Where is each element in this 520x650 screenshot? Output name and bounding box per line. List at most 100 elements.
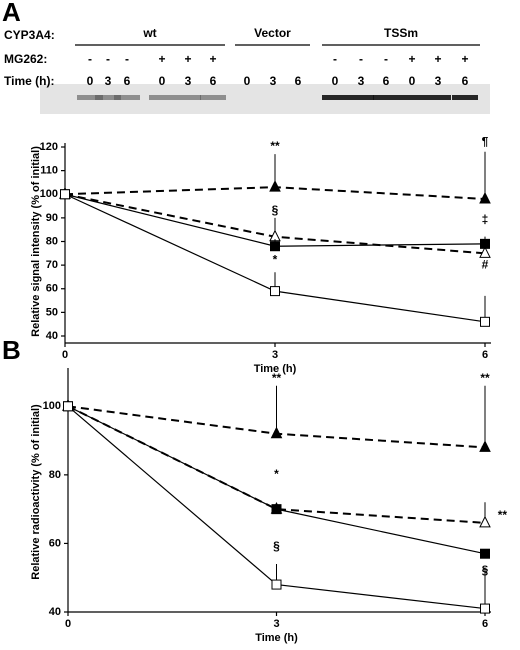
time-label: 6 (462, 74, 469, 88)
y-tick-label: 60 (46, 283, 58, 295)
time-label: 6 (210, 74, 217, 88)
x-tick-label: 0 (65, 618, 71, 630)
y-tick-label: 70 (46, 259, 58, 271)
time-label: 0 (87, 74, 94, 88)
annotation: ¶ (482, 134, 489, 148)
marker (480, 548, 490, 559)
time-label: 6 (124, 74, 131, 88)
x-axis-label: Time (h) (254, 363, 297, 375)
y-tick-label: 100 (40, 188, 58, 200)
y-axis-label: Relative signal intensity (% of initial) (30, 146, 42, 337)
marker (271, 504, 282, 515)
gel-group-label: Vector (254, 26, 291, 40)
gel-band (200, 95, 226, 100)
gel-band (399, 95, 425, 100)
time-label: 3 (435, 74, 442, 88)
mg262-sign: - (125, 52, 129, 66)
panel-label: B (2, 335, 21, 365)
mg262-sign: - (106, 52, 110, 66)
time-label: 3 (105, 74, 112, 88)
x-axis-label: Time (h) (255, 632, 298, 644)
gel-band (348, 95, 374, 100)
marker (60, 189, 70, 200)
gel-band (114, 95, 140, 100)
time-label: 3 (358, 74, 365, 88)
time-label: 0 (159, 74, 166, 88)
x-tick-label: 3 (273, 618, 279, 630)
marker (270, 426, 283, 439)
x-tick-label: 0 (62, 349, 68, 361)
time-label: 6 (295, 74, 302, 88)
gel-row-label: MG262: (4, 52, 47, 66)
marker (270, 241, 280, 252)
y-tick-label: 60 (49, 537, 61, 549)
gel-band (175, 95, 201, 100)
marker (63, 401, 73, 412)
marker (480, 316, 490, 327)
mg262-sign: - (384, 52, 388, 66)
x-tick-label: 6 (482, 349, 488, 361)
time-label: 0 (409, 74, 416, 88)
gel-group-label: TSSm (384, 26, 418, 40)
marker (479, 440, 491, 452)
y-tick-label: 80 (46, 235, 58, 247)
annotation: ** (498, 508, 508, 522)
marker (271, 579, 282, 590)
annotation: ** (270, 139, 280, 153)
marker (479, 246, 491, 258)
time-label: 3 (185, 74, 192, 88)
y-tick-label: 100 (43, 400, 61, 412)
mg262-sign: + (158, 52, 165, 66)
gel-band (149, 95, 175, 100)
gel-row-label: Time (h): (4, 74, 54, 88)
time-label: 3 (270, 74, 277, 88)
y-tick-label: 50 (46, 306, 58, 318)
marker (480, 238, 490, 249)
annotation: # (482, 257, 489, 271)
series-line (67, 405, 486, 524)
gel-band (77, 95, 103, 100)
annotation: ** (272, 371, 282, 385)
marker (479, 515, 491, 528)
gel-band (95, 95, 121, 100)
panel-label: A (2, 0, 21, 27)
annotation: * (274, 467, 279, 481)
marker (480, 603, 490, 614)
annotation: ** (480, 371, 490, 385)
x-tick-label: 6 (482, 618, 488, 630)
marker (479, 191, 491, 204)
time-label: 0 (244, 74, 251, 88)
mg262-sign: - (88, 52, 92, 66)
mg262-sign: + (184, 52, 191, 66)
mg262-sign: + (434, 52, 441, 66)
x-tick-label: 3 (272, 349, 278, 361)
y-tick-label: 80 (49, 469, 61, 481)
y-tick-label: 110 (40, 165, 58, 177)
annotation: * (273, 253, 278, 267)
gel-band (373, 95, 399, 100)
y-tick-label: 120 (40, 141, 58, 153)
mg262-sign: + (461, 52, 468, 66)
gel-row-label: CYP3A4: (4, 28, 55, 42)
annotation: § (482, 563, 489, 577)
annotation: § (273, 539, 280, 553)
mg262-sign: + (408, 52, 415, 66)
mg262-sign: + (209, 52, 216, 66)
annotation: § (272, 203, 279, 217)
marker (270, 286, 280, 297)
annotation: ‡ (482, 212, 489, 226)
y-tick-label: 40 (49, 606, 61, 618)
time-label: 0 (332, 74, 339, 88)
mg262-sign: - (359, 52, 363, 66)
gel-group-label: wt (142, 26, 156, 40)
gel-band (452, 95, 478, 100)
y-tick-label: 90 (46, 212, 58, 224)
y-tick-label: 40 (46, 330, 58, 342)
time-label: 6 (383, 74, 390, 88)
marker (269, 180, 281, 192)
gel-band (425, 95, 451, 100)
gel-band (322, 95, 348, 100)
mg262-sign: - (333, 52, 337, 66)
y-axis-label: Relative radioactivity (% of initial) (30, 404, 42, 580)
